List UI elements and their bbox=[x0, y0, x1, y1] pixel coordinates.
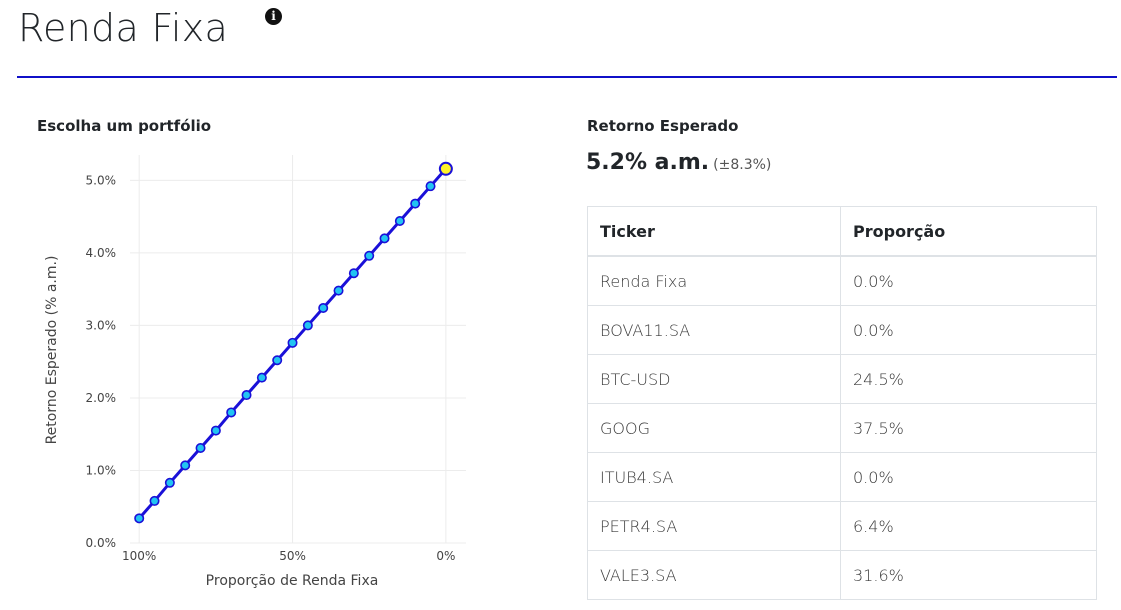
ticker-cell: BOVA11.SA bbox=[588, 306, 841, 355]
x-tick-label: 50% bbox=[279, 549, 306, 563]
ticker-cell: BTC-USD bbox=[588, 355, 841, 404]
portfolio-point[interactable] bbox=[242, 391, 250, 399]
portfolio-point[interactable] bbox=[212, 426, 220, 434]
table-row: BOVA11.SA 0.0% bbox=[588, 306, 1097, 355]
efficient-frontier-chart[interactable]: 100% 50% 0% 0.0% 1.0% 2.0% 3.0% 4.0% 5.0% Proporç… bbox=[0, 140, 480, 600]
ticker-cell: PETR4.SA bbox=[588, 502, 841, 551]
proportion-cell: 0.0% bbox=[841, 256, 1097, 306]
portfolio-point[interactable] bbox=[288, 339, 296, 347]
portfolio-point[interactable] bbox=[135, 514, 143, 522]
x-tick-label: 0% bbox=[436, 549, 455, 563]
portfolio-point[interactable] bbox=[426, 182, 434, 190]
expected-return-number: 5.2% a.m. bbox=[586, 150, 709, 175]
ticker-cell: VALE3.SA bbox=[588, 551, 841, 600]
portfolio-point[interactable] bbox=[304, 321, 312, 329]
proportion-column-header: Proporção bbox=[841, 207, 1097, 257]
table-row: VALE3.SA 31.6% bbox=[588, 551, 1097, 600]
proportion-cell: 0.0% bbox=[841, 453, 1097, 502]
portfolio-point[interactable] bbox=[196, 444, 204, 452]
expected-return-value: 5.2% a.m. (±8.3%) bbox=[586, 150, 771, 175]
ticker-cell: GOOG bbox=[588, 404, 841, 453]
portfolio-point[interactable] bbox=[150, 497, 158, 505]
page-title: Renda Fixa bbox=[18, 6, 228, 50]
table-row: BTC-USD 24.5% bbox=[588, 355, 1097, 404]
y-tick-label: 0.0% bbox=[86, 536, 117, 550]
portfolio-point[interactable] bbox=[227, 408, 235, 416]
x-axis-title: Proporção de Renda Fixa bbox=[206, 573, 379, 589]
proportion-cell: 0.0% bbox=[841, 306, 1097, 355]
table-row: PETR4.SA 6.4% bbox=[588, 502, 1097, 551]
proportion-cell: 37.5% bbox=[841, 404, 1097, 453]
proportion-cell: 6.4% bbox=[841, 502, 1097, 551]
portfolio-point[interactable] bbox=[273, 356, 281, 364]
title-divider bbox=[17, 76, 1117, 78]
y-tick-label: 5.0% bbox=[86, 173, 117, 187]
portfolio-point[interactable] bbox=[411, 199, 419, 207]
portfolio-chooser-label: Escolha um portfólio bbox=[37, 117, 211, 135]
portfolio-point[interactable] bbox=[258, 373, 266, 381]
x-tick-label: 100% bbox=[122, 549, 156, 563]
portfolio-point[interactable] bbox=[319, 304, 327, 312]
table-row: Renda Fixa 0.0% bbox=[588, 256, 1097, 306]
allocation-table: Ticker Proporção Renda Fixa 0.0% BOVA11.S… bbox=[587, 206, 1097, 600]
table-row: GOOG 37.5% bbox=[588, 404, 1097, 453]
y-tick-label: 1.0% bbox=[86, 463, 117, 477]
portfolio-point[interactable] bbox=[350, 269, 358, 277]
ticker-cell: Renda Fixa bbox=[588, 256, 841, 306]
portfolio-point[interactable] bbox=[396, 217, 404, 225]
table-header-row: Ticker Proporção bbox=[588, 207, 1097, 257]
portfolio-point[interactable] bbox=[365, 252, 373, 260]
portfolio-point[interactable] bbox=[334, 286, 342, 294]
y-tick-label: 4.0% bbox=[86, 246, 117, 260]
proportion-cell: 31.6% bbox=[841, 551, 1097, 600]
proportion-cell: 24.5% bbox=[841, 355, 1097, 404]
portfolio-point[interactable] bbox=[380, 234, 388, 242]
portfolio-point[interactable] bbox=[166, 479, 174, 487]
table-row: ITUB4.SA 0.0% bbox=[588, 453, 1097, 502]
ticker-cell: ITUB4.SA bbox=[588, 453, 841, 502]
expected-return-label: Retorno Esperado bbox=[587, 117, 738, 135]
portfolio-point[interactable] bbox=[181, 461, 189, 469]
y-tick-label: 2.0% bbox=[86, 391, 117, 405]
y-axis-title: Retorno Esperado (% a.m.) bbox=[44, 256, 60, 445]
selected-portfolio-point[interactable] bbox=[440, 163, 452, 175]
info-icon[interactable]: i bbox=[265, 8, 282, 25]
y-tick-label: 3.0% bbox=[86, 318, 117, 332]
ticker-column-header: Ticker bbox=[588, 207, 841, 257]
expected-return-std: (±8.3%) bbox=[713, 157, 771, 173]
